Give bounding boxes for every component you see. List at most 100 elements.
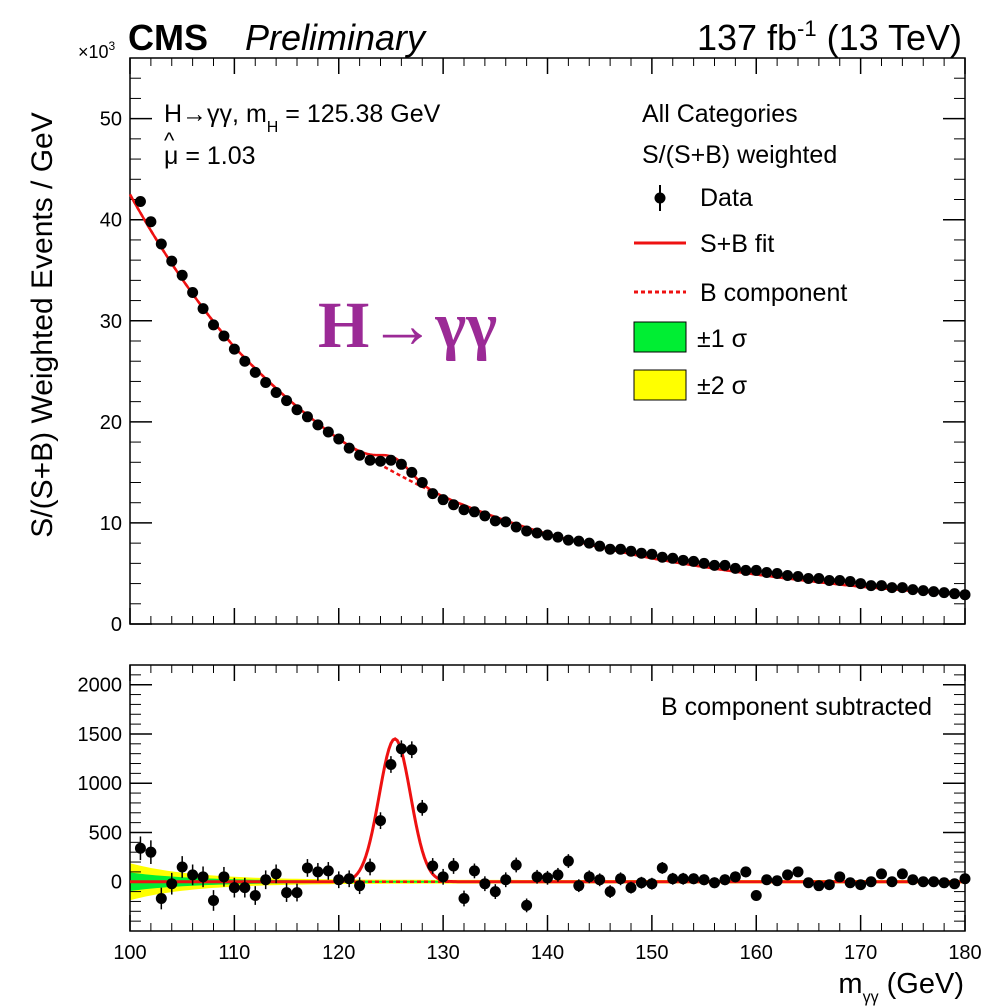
upper-data-point xyxy=(677,554,689,566)
upper-data-point xyxy=(656,551,668,563)
upper-data-point xyxy=(615,543,627,555)
y-tick-label: 1500 xyxy=(78,724,123,746)
lower-data-point xyxy=(834,871,846,883)
upper-data-point xyxy=(468,506,480,518)
lower-data-point xyxy=(228,882,240,894)
lower-data-point xyxy=(531,871,543,883)
legend-one-sigma-box xyxy=(633,321,687,353)
upper-data-point xyxy=(416,477,428,488)
lower-data-point xyxy=(949,878,961,890)
big-process-label: H→γγ xyxy=(318,289,497,362)
lower-data-point xyxy=(917,876,929,888)
upper-data-point xyxy=(406,466,418,478)
x-axis-title: mγγ (GeV) xyxy=(838,968,964,1006)
lower-data-point xyxy=(656,862,668,874)
lower-data-point xyxy=(448,860,460,872)
upper-data-point xyxy=(542,529,553,541)
y-tick-label: 0 xyxy=(111,872,122,894)
lower-data-point xyxy=(437,871,449,883)
upper-data-point xyxy=(907,584,919,596)
weighting-label: S/(S+B) weighted xyxy=(642,141,837,169)
upper-data-point xyxy=(771,567,783,579)
lower-data-point xyxy=(239,882,251,894)
y-tick-label: 40 xyxy=(100,210,122,232)
upper-data-point xyxy=(750,564,762,576)
lower-data-point xyxy=(938,877,950,889)
upper-data-point xyxy=(625,545,637,557)
lower-data-point xyxy=(813,880,825,892)
lower-data-point xyxy=(855,879,867,891)
lower-data-point xyxy=(646,878,658,890)
upper-data-point xyxy=(562,534,574,546)
upper-data-point xyxy=(291,404,303,416)
lower-series xyxy=(130,737,971,913)
lower-data-point xyxy=(907,874,919,886)
upper-data-point xyxy=(260,376,272,388)
upper-data-point xyxy=(573,535,585,547)
y-multiplier: ×103 xyxy=(78,39,116,62)
lower-data-point xyxy=(709,877,720,889)
lower-data-point xyxy=(197,871,209,883)
lower-data-point xyxy=(896,868,908,880)
lower-data-point xyxy=(166,878,178,890)
upper-data-point xyxy=(270,387,282,399)
upper-data-point xyxy=(176,269,188,281)
lower-data-point xyxy=(458,892,470,904)
upper-data-point xyxy=(479,510,491,522)
upper-data-point xyxy=(145,216,157,228)
lower-data-point xyxy=(928,876,940,888)
upper-data-point xyxy=(166,255,178,267)
upper-data-point xyxy=(448,499,460,511)
lower-data-point xyxy=(500,874,512,886)
lower-data-point xyxy=(208,894,219,906)
lower-data-point xyxy=(865,876,877,888)
legend-sb-fit-label: S+B fit xyxy=(700,230,774,258)
upper-data-point xyxy=(218,330,230,342)
lower-data-point xyxy=(364,861,376,873)
y-tick-label: 10 xyxy=(100,513,122,535)
upper-data-point xyxy=(364,454,376,466)
lower-data-point xyxy=(343,873,355,885)
upper-data-point xyxy=(583,537,595,549)
upper-data-point xyxy=(458,504,470,516)
lower-data-point xyxy=(688,873,700,885)
lower-data-point xyxy=(625,882,637,894)
legend-two-sigma-box xyxy=(633,369,687,401)
x-tick-label: 180 xyxy=(948,942,981,964)
upper-data-point xyxy=(281,395,293,407)
lower-data-point xyxy=(176,861,188,873)
lower-data-point xyxy=(155,892,167,904)
upper-data-point xyxy=(427,488,439,500)
lower-data-point xyxy=(249,890,261,902)
upper-data-point xyxy=(876,580,887,592)
y-tick-label: 2000 xyxy=(78,675,123,697)
lower-data-point xyxy=(761,874,773,886)
legend-data-label: Data xyxy=(700,184,753,212)
upper-data-point xyxy=(959,589,971,601)
upper-data-point xyxy=(437,494,449,506)
upper-data-point xyxy=(792,570,804,582)
lower-sb-fit-curve xyxy=(130,737,965,884)
lower-data-point xyxy=(792,866,804,878)
x-tick-label: 140 xyxy=(531,942,564,964)
lower-data-point xyxy=(771,875,783,887)
x-tick-label: 110 xyxy=(218,942,250,964)
lower-data-point xyxy=(552,869,564,881)
upper-data-point xyxy=(823,575,835,587)
lower-data-point xyxy=(312,866,324,878)
upper-data-point xyxy=(489,515,501,527)
upper-data-point xyxy=(155,238,167,250)
lower-data-point xyxy=(667,873,679,885)
upper-data-point xyxy=(343,442,355,454)
lower-data-point xyxy=(959,873,971,885)
upper-data-point xyxy=(312,419,324,431)
lumi-label: 137 fb-1 (13 TeV) xyxy=(697,16,962,58)
y-tick-label: 0 xyxy=(111,614,122,636)
legend: Data S+B fit B component ±1 σ ±2 σ xyxy=(633,184,847,401)
categories-label: All Categories xyxy=(642,100,798,128)
mu-hat-annotation: ^ xyxy=(164,128,175,153)
upper-data-point xyxy=(719,559,731,571)
upper-data-point xyxy=(552,531,564,543)
preliminary-label: Preliminary xyxy=(245,17,427,58)
upper-data-point xyxy=(500,516,512,528)
